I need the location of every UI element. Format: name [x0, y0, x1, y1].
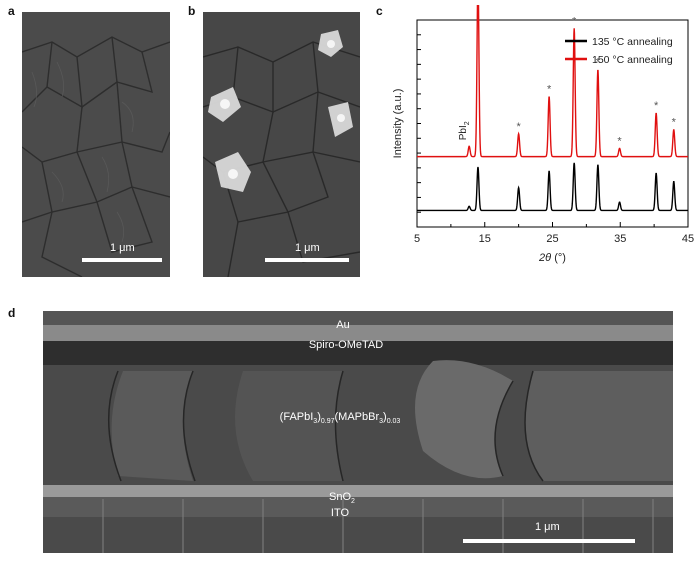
x-tick-label-2: 25 — [546, 233, 558, 245]
plot-frame — [416, 19, 689, 228]
peak-star-7: * — [672, 117, 677, 129]
sem-image-a: 1 μm — [22, 12, 170, 277]
layer-label-au: Au — [336, 319, 350, 331]
scale-label-b: 1 μm — [295, 242, 320, 254]
x-axis-label: 2θ (°) — [538, 252, 566, 264]
layer-label-perovskite: (FAPbI3)0.97(MAPbBr3)0.03 — [279, 411, 401, 426]
pbi2-annotation-sub: 2 — [464, 121, 471, 125]
layer-label-ito: ITO — [330, 507, 350, 519]
cross-section-texture — [43, 311, 673, 553]
pbi2-annotation-main: PbI — [458, 125, 469, 140]
x-tick-label-0: 5 — [414, 233, 420, 245]
sem-image-b: 1 μm — [203, 12, 360, 277]
legend-label-0: 135 °C annealing — [592, 36, 673, 48]
layer-label-sno2: SnO2 — [329, 491, 355, 506]
x-tick-label-4: 45 — [682, 233, 694, 245]
scale-label-a: 1 μm — [110, 242, 135, 254]
legend-label-1: 150 °C annealing — [592, 54, 673, 66]
panel-label-a: a — [8, 4, 15, 18]
x-tick-label-3: 35 — [614, 233, 626, 245]
peak-star-5: * — [617, 135, 622, 147]
grain-texture-a — [22, 36, 170, 277]
series-line-1 — [417, 0, 688, 158]
y-axis-label: Intensity (a.u.) — [392, 89, 404, 159]
scale-label-d: 1 μm — [535, 521, 560, 533]
scale-bar-b — [265, 258, 349, 262]
peak-star-1: * — [516, 121, 521, 133]
x-axis-label-unit: (°) — [554, 252, 566, 264]
layer-label-spiro: Spiro-OMeTAD — [308, 339, 384, 351]
scale-bar-d — [463, 539, 635, 543]
peak-star-6: * — [654, 100, 659, 112]
sem-image-d: Au Spiro-OMeTAD (FAPbI3)0.97(MAPbBr3)0.0… — [43, 311, 673, 553]
panel-label-c: c — [376, 4, 383, 18]
series-line-0 — [417, 162, 688, 212]
scale-bar-a — [82, 258, 162, 262]
panel-label-d: d — [8, 306, 16, 320]
x-axis-label-symbol: 2θ — [538, 252, 554, 264]
panel-label-b: b — [188, 4, 196, 18]
grain-texture-b — [203, 30, 360, 277]
pbi2-annotation: PbI2 — [458, 121, 471, 140]
x-tick-label-1: 15 — [479, 233, 491, 245]
peak-star-3: * — [572, 15, 577, 27]
peak-star-4: * — [596, 57, 601, 69]
peak-star-2: * — [547, 84, 552, 96]
